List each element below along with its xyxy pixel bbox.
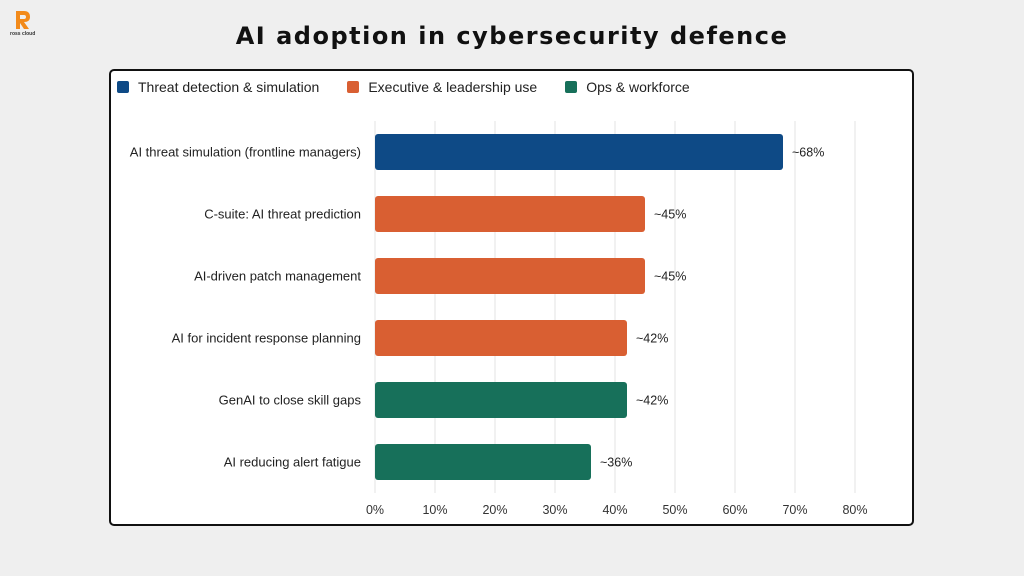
data-label: ~68% — [792, 146, 824, 160]
chart-legend: Threat detection & simulation Executive … — [117, 79, 690, 95]
x-tick-label: 50% — [662, 503, 687, 517]
data-label: ~42% — [636, 394, 668, 408]
category-label: AI reducing alert fatigue — [224, 455, 361, 470]
data-label: ~42% — [636, 332, 668, 346]
category-label: GenAI to close skill gaps — [219, 393, 362, 408]
legend-swatch-ops — [565, 81, 578, 93]
bar-chart: 0% 10% 20% 30% 40% 50% 60% 70% 80% AI threat simu… — [130, 121, 868, 517]
page-title: AI adoption in cybersecurity defence — [235, 22, 789, 50]
category-label: AI-driven patch management — [194, 269, 361, 284]
category-label: C-suite: AI threat prediction — [204, 207, 361, 222]
data-label: ~36% — [600, 456, 632, 470]
category-label: AI threat simulation (frontline managers… — [130, 145, 361, 160]
bar — [375, 444, 591, 480]
x-tick-label: 80% — [842, 503, 867, 517]
legend-label-threat: Threat detection & simulation — [138, 79, 320, 95]
legend-item-threat: Threat detection & simulation — [117, 79, 319, 95]
data-label: ~45% — [654, 270, 686, 284]
chart-card: Threat detection & simulation Executive … — [109, 69, 914, 526]
bar — [375, 196, 645, 232]
brand-name: ross cloud — [10, 31, 36, 37]
logo-mark-icon — [16, 11, 30, 29]
x-tick-label: 30% — [542, 503, 567, 517]
x-tick-label: 60% — [722, 503, 747, 517]
bar — [375, 320, 627, 356]
x-tick-label: 70% — [782, 503, 807, 517]
x-tick-label: 20% — [482, 503, 507, 517]
legend-item-executive: Executive & leadership use — [347, 79, 537, 95]
x-tick-label: 0% — [366, 503, 384, 517]
bar — [375, 382, 627, 418]
x-tick-label: 10% — [422, 503, 447, 517]
legend-label-executive: Executive & leadership use — [368, 79, 538, 95]
legend-label-ops: Ops & workforce — [586, 79, 690, 95]
legend-item-ops: Ops & workforce — [565, 79, 690, 95]
category-label: AI for incident response planning — [172, 331, 361, 346]
legend-swatch-threat — [117, 81, 129, 93]
bar — [375, 258, 645, 294]
x-tick-label: 40% — [602, 503, 627, 517]
legend-swatch-executive — [347, 81, 360, 93]
data-label: ~45% — [654, 208, 686, 222]
brand-logo: ross cloud — [10, 10, 44, 40]
bar — [375, 134, 783, 170]
